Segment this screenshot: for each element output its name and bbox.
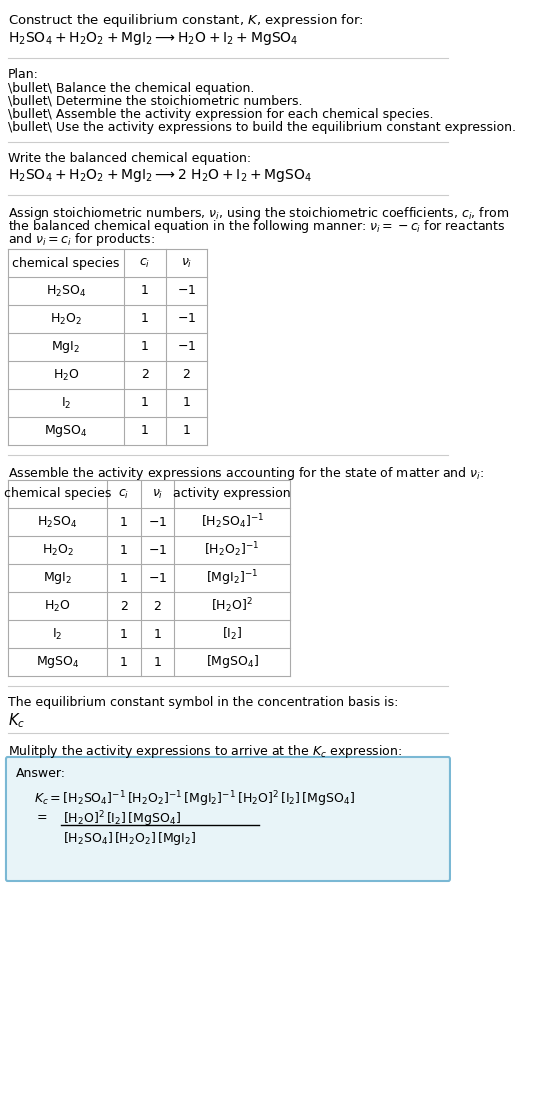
Text: $K_c = [\mathrm{H_2SO_4}]^{-1}\,[\mathrm{H_2O_2}]^{-1}\,[\mathrm{MgI_2}]^{-1}\,[: $K_c = [\mathrm{H_2SO_4}]^{-1}\,[\mathrm…: [34, 788, 355, 808]
Text: $\nu_i$: $\nu_i$: [152, 488, 163, 500]
Text: Write the balanced chemical equation:: Write the balanced chemical equation:: [8, 152, 251, 165]
Text: and $\nu_i = c_i$ for products:: and $\nu_i = c_i$ for products:: [8, 231, 155, 248]
Text: 1: 1: [120, 655, 128, 669]
Text: 1: 1: [141, 425, 149, 437]
Text: Assign stoichiometric numbers, $\nu_i$, using the stoichiometric coefficients, $: Assign stoichiometric numbers, $\nu_i$, …: [8, 205, 509, 222]
Text: Mulitply the activity expressions to arrive at the $K_c$ expression:: Mulitply the activity expressions to arr…: [8, 743, 402, 760]
Text: $-1$: $-1$: [177, 285, 196, 297]
Text: 1: 1: [153, 628, 161, 641]
Text: $\mathrm{MgI_2}$: $\mathrm{MgI_2}$: [51, 339, 80, 355]
Text: 1: 1: [141, 285, 149, 297]
Text: $-1$: $-1$: [177, 313, 196, 326]
Text: 2: 2: [182, 368, 191, 381]
Text: chemical species: chemical species: [4, 488, 111, 500]
Text: $\mathrm{H_2SO_4}$: $\mathrm{H_2SO_4}$: [46, 284, 86, 298]
Text: 1: 1: [182, 397, 191, 409]
Text: $\mathrm{H_2SO_4 + H_2O_2 + MgI_2 \longrightarrow 2\ H_2O + I_2 + MgSO_4}$: $\mathrm{H_2SO_4 + H_2O_2 + MgI_2 \longr…: [8, 167, 311, 184]
Text: $-1$: $-1$: [147, 543, 167, 557]
Text: $[\mathrm{H_2O}]^2\,[\mathrm{I_2}]\,[\mathrm{MgSO_4}]$: $[\mathrm{H_2O}]^2\,[\mathrm{I_2}]\,[\ma…: [63, 808, 181, 828]
Text: 1: 1: [120, 543, 128, 557]
Text: Assemble the activity expressions accounting for the state of matter and $\nu_i$: Assemble the activity expressions accoun…: [8, 465, 484, 482]
Text: 1: 1: [120, 516, 128, 529]
Text: Answer:: Answer:: [16, 767, 66, 780]
Text: $\mathrm{H_2O_2}$: $\mathrm{H_2O_2}$: [41, 542, 74, 558]
Text: $c_i$: $c_i$: [139, 256, 151, 269]
Text: The equilibrium constant symbol in the concentration basis is:: The equilibrium constant symbol in the c…: [8, 696, 398, 709]
Text: $=$: $=$: [34, 808, 48, 822]
Text: $\mathrm{MgSO_4}$: $\mathrm{MgSO_4}$: [44, 423, 88, 439]
Text: $-1$: $-1$: [147, 571, 167, 584]
Text: $-1$: $-1$: [147, 516, 167, 529]
Text: 1: 1: [141, 397, 149, 409]
Text: $\mathrm{H_2O_2}$: $\mathrm{H_2O_2}$: [50, 312, 82, 326]
Text: \bullet\ Use the activity expressions to build the equilibrium constant expressi: \bullet\ Use the activity expressions to…: [8, 121, 515, 134]
Text: 2: 2: [141, 368, 149, 381]
Text: $[\mathrm{I_2}]$: $[\mathrm{I_2}]$: [222, 625, 242, 642]
Text: 1: 1: [153, 655, 161, 669]
Text: $[\mathrm{H_2O_2}]^{-1}$: $[\mathrm{H_2O_2}]^{-1}$: [205, 541, 260, 559]
Text: $[\mathrm{H_2O}]^2$: $[\mathrm{H_2O}]^2$: [211, 597, 253, 615]
Text: $\mathrm{MgI_2}$: $\mathrm{MgI_2}$: [43, 570, 72, 586]
Text: $\mathrm{H_2O}$: $\mathrm{H_2O}$: [44, 599, 71, 613]
Text: Construct the equilibrium constant, $K$, expression for:: Construct the equilibrium constant, $K$,…: [8, 12, 364, 29]
Text: $\mathrm{H_2SO_4 + H_2O_2 + MgI_2 \longrightarrow H_2O + I_2 + MgSO_4}$: $\mathrm{H_2SO_4 + H_2O_2 + MgI_2 \longr…: [8, 30, 298, 47]
Text: chemical species: chemical species: [12, 256, 120, 269]
Text: 1: 1: [141, 340, 149, 354]
Text: $c_i$: $c_i$: [118, 488, 129, 500]
Text: $-1$: $-1$: [177, 340, 196, 354]
Text: 2: 2: [153, 600, 161, 612]
Text: 1: 1: [120, 571, 128, 584]
Text: activity expression: activity expression: [173, 488, 291, 500]
Text: 1: 1: [182, 425, 191, 437]
FancyBboxPatch shape: [6, 757, 450, 881]
Text: $[\mathrm{MgI_2}]^{-1}$: $[\mathrm{MgI_2}]^{-1}$: [206, 568, 258, 588]
Text: 1: 1: [120, 628, 128, 641]
Text: \bullet\ Assemble the activity expression for each chemical species.: \bullet\ Assemble the activity expressio…: [8, 108, 433, 121]
Text: \bullet\ Determine the stoichiometric numbers.: \bullet\ Determine the stoichiometric nu…: [8, 95, 302, 108]
Text: the balanced chemical equation in the following manner: $\nu_i = -c_i$ for react: the balanced chemical equation in the fo…: [8, 218, 505, 235]
Text: $[\mathrm{H_2SO_4}]\,[\mathrm{H_2O_2}]\,[\mathrm{MgI_2}]$: $[\mathrm{H_2SO_4}]\,[\mathrm{H_2O_2}]\,…: [63, 830, 197, 847]
Text: Plan:: Plan:: [8, 68, 39, 81]
Text: \bullet\ Balance the chemical equation.: \bullet\ Balance the chemical equation.: [8, 82, 254, 95]
Text: $K_c$: $K_c$: [8, 711, 25, 730]
Text: $\mathrm{H_2SO_4}$: $\mathrm{H_2SO_4}$: [37, 515, 78, 530]
Text: $\mathrm{H_2O}$: $\mathrm{H_2O}$: [52, 367, 79, 383]
Text: $\mathrm{MgSO_4}$: $\mathrm{MgSO_4}$: [35, 654, 79, 670]
Text: 1: 1: [141, 313, 149, 326]
Text: $[\mathrm{H_2SO_4}]^{-1}$: $[\mathrm{H_2SO_4}]^{-1}$: [200, 512, 264, 531]
Text: $\mathrm{I_2}$: $\mathrm{I_2}$: [52, 627, 63, 641]
Text: $[\mathrm{MgSO_4}]$: $[\mathrm{MgSO_4}]$: [205, 653, 259, 671]
Text: $\mathrm{I_2}$: $\mathrm{I_2}$: [61, 396, 71, 410]
Text: 2: 2: [120, 600, 128, 612]
Text: $\nu_i$: $\nu_i$: [181, 256, 192, 269]
